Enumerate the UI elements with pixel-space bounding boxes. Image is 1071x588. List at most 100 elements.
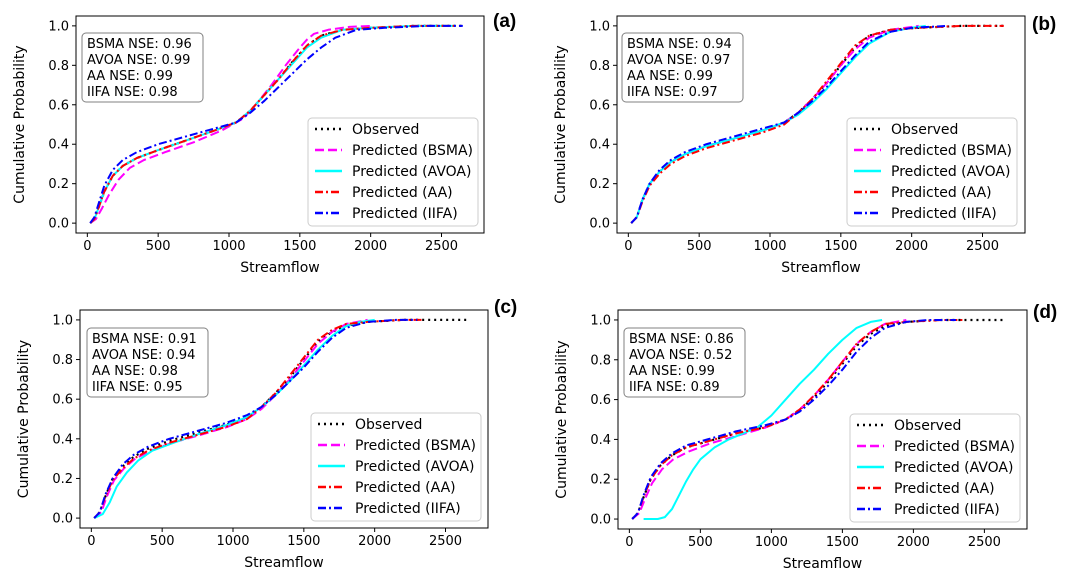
nse-text: IIFA NSE: 0.98 [87,85,178,100]
series-line-predicted-iifa [631,319,956,520]
x-tick-label: 2500 [429,534,462,549]
x-axis-label: Streamflow [781,260,861,276]
x-tick-label: 500 [687,239,712,254]
legend-label: Predicted (IIFA) [891,206,997,222]
nse-text: BSMA NSE: 0.94 [627,37,732,52]
x-tick-label: 2500 [966,239,999,254]
y-tick-label: 0.4 [590,433,611,448]
series-line-predicted-avoa [630,24,926,224]
panel-label: (a) [493,11,516,32]
nse-text: AA NSE: 0.99 [629,364,715,379]
nse-text: AA NSE: 0.99 [627,69,713,84]
y-tick-label: 1.0 [52,313,73,328]
legend-label: Predicted (BSMA) [352,143,473,159]
legend-label: Predicted (AVOA) [352,164,471,180]
nse-box [86,327,209,398]
x-tick-label: 2000 [895,239,928,254]
legend-label: Observed [352,122,419,138]
chart-panel-c: 0 500 1000 1500 2000 2500 0.0 0.2 0.4 0.6 0.8 1.0 St… [16,297,517,571]
y-tick-label: 0.2 [589,177,610,192]
y-tick-label: 1.0 [48,19,69,34]
legend-label: Predicted (BSMA) [894,439,1015,455]
nse-text: AA NSE: 0.99 [87,69,173,84]
y-tick-label: 0.0 [589,217,610,232]
legend-label: Predicted (IIFA) [894,502,1000,518]
y-tick-label: 1.0 [589,19,610,34]
y-tick-label: 0.4 [52,432,73,447]
series-line-predicted-iifa [630,24,948,224]
x-tick-label: 0 [625,535,633,550]
nse-text: AVOA NSE: 0.52 [629,348,732,363]
x-tick-label: 0 [87,534,95,549]
legend-box [310,412,482,522]
x-tick-label: 500 [150,534,175,549]
legend-label: Predicted (AA) [352,185,453,201]
x-tick-label: 500 [146,239,171,254]
series-line-predicted-iifa [93,318,418,519]
y-axis-label: Cumulative Probability [554,340,570,498]
nse-box [81,32,204,103]
x-tick-label: 1500 [826,535,859,550]
panel-label: (d) [1033,302,1057,323]
legend-label: Observed [891,122,958,138]
legend-label: Predicted (IIFA) [355,501,461,517]
y-tick-label: 0.8 [52,353,73,368]
series-line-predicted-iifa [89,24,463,224]
nse-text: BSMA NSE: 0.91 [92,332,197,347]
y-tick-label: 0.2 [590,473,611,488]
x-axis-label: Streamflow [244,555,324,571]
legend-label: Predicted (AVOA) [355,459,474,475]
y-tick-label: 0.6 [52,393,73,408]
legend-label: Predicted (AA) [355,480,456,496]
y-axis-label: Cumulative Probability [12,45,28,203]
x-tick-label: 1000 [755,535,788,550]
legend-label: Observed [894,418,961,434]
y-tick-label: 0.4 [48,138,69,153]
series-line-predicted-avoa [93,318,375,520]
x-axis-label: Streamflow [783,556,863,572]
y-tick-label: 0.2 [48,177,69,192]
x-tick-label: 1500 [287,534,320,549]
x-tick-label: 500 [688,535,713,550]
y-tick-label: 0.2 [52,472,73,487]
legend-label: Predicted (AA) [891,185,992,201]
y-tick-label: 0.0 [52,512,73,527]
legend-label: Observed [355,417,422,433]
y-tick-label: 1.0 [590,313,611,328]
legend-box [307,117,479,227]
x-tick-label: 2000 [354,239,387,254]
legend-label: Predicted (BSMA) [355,438,476,454]
legend-box [849,413,1021,523]
panel-label: (c) [494,297,517,318]
legend-label: Predicted (AVOA) [894,460,1013,476]
nse-text: AVOA NSE: 0.99 [87,53,190,68]
legend-box [846,117,1018,227]
x-tick-label: 2000 [358,534,391,549]
legend-label: Predicted (AVOA) [891,164,1010,180]
y-tick-label: 0.6 [590,393,611,408]
chart-panel-b: 0 500 1000 1500 2000 2500 0.0 0.2 0.4 0.6 0.8 1.0 St… [553,14,1056,276]
y-tick-label: 0.8 [589,59,610,74]
nse-text: AA NSE: 0.98 [92,364,178,379]
nse-text: IIFA NSE: 0.97 [627,85,718,100]
nse-text: IIFA NSE: 0.95 [92,380,183,395]
panel-label: (b) [1032,14,1056,35]
x-tick-label: 2500 [425,239,458,254]
x-tick-label: 1500 [283,239,316,254]
chart-panel-a: 0 500 1000 1500 2000 2500 0.0 0.2 0.4 0.6 0.8 1.0 St… [12,11,516,276]
y-tick-label: 0.8 [590,353,611,368]
nse-text: BSMA NSE: 0.86 [629,332,734,347]
y-tick-label: 0.4 [589,138,610,153]
y-tick-label: 0.6 [48,98,69,113]
nse-text: AVOA NSE: 0.97 [627,53,730,68]
nse-text: IIFA NSE: 0.89 [629,380,720,395]
legend-label: Predicted (IIFA) [352,206,458,222]
y-tick-label: 0.8 [48,59,69,74]
x-tick-label: 2000 [897,535,930,550]
series-line-predicted-aa [93,318,425,519]
x-axis-label: Streamflow [240,260,320,276]
x-tick-label: 0 [624,239,632,254]
x-tick-label: 1500 [824,239,857,254]
x-tick-label: 1000 [216,534,249,549]
